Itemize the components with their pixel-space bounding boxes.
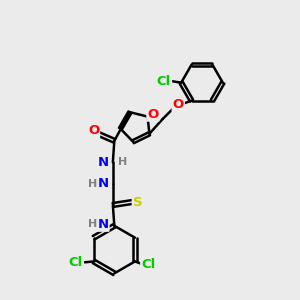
Text: N: N xyxy=(98,156,109,169)
Text: H: H xyxy=(118,157,127,167)
Text: O: O xyxy=(147,108,158,121)
Text: N: N xyxy=(98,218,109,231)
Text: Cl: Cl xyxy=(157,75,171,88)
Text: Cl: Cl xyxy=(69,256,83,269)
Text: S: S xyxy=(133,196,142,208)
Text: O: O xyxy=(172,98,184,111)
Text: N: N xyxy=(98,177,109,190)
Text: Cl: Cl xyxy=(141,258,155,271)
Text: H: H xyxy=(88,219,98,229)
Text: O: O xyxy=(88,124,99,137)
Text: H: H xyxy=(88,178,97,189)
